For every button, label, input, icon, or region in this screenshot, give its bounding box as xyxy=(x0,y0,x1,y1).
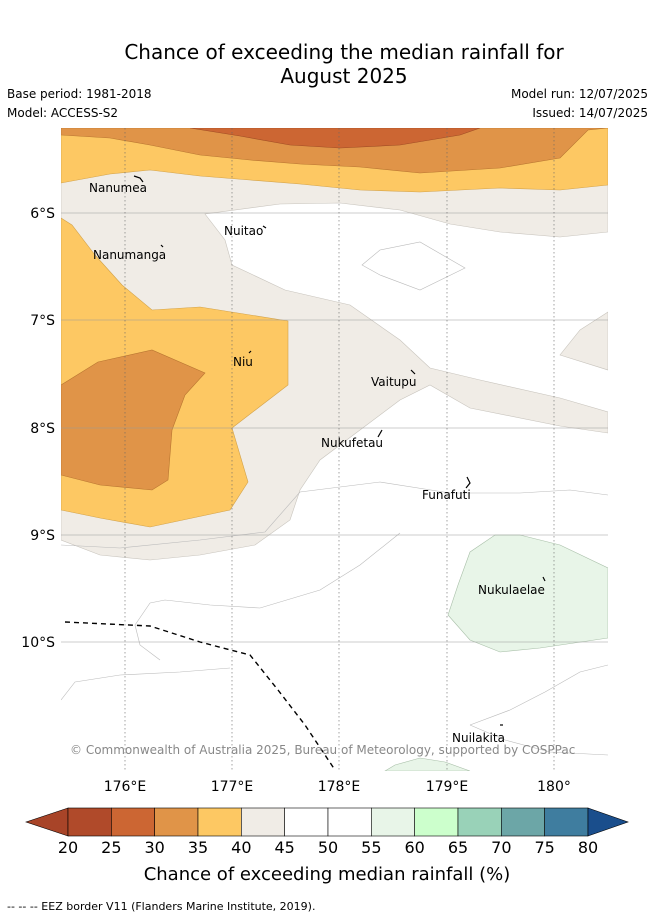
colorbar-cells xyxy=(67,807,589,837)
colorbar-tick-label: 45 xyxy=(274,838,294,857)
island-niu xyxy=(248,350,252,354)
colorbar-tick-label: 65 xyxy=(448,838,468,857)
lon-label-178e: 178°E xyxy=(318,779,361,795)
lon-label-176e: 176°E xyxy=(104,779,147,795)
colorbar-tick-label: 75 xyxy=(534,838,554,857)
place-label-nuilakita: Nuilakita xyxy=(452,731,505,745)
title-line-1: Chance of exceeding the median rainfall … xyxy=(124,40,564,64)
island-shapes xyxy=(133,175,546,726)
colorbar-tick-label: 20 xyxy=(58,838,78,857)
place-label-niu: Niu xyxy=(233,355,253,369)
contour-line-50-e xyxy=(61,667,231,701)
colorbar: 20 25 30 35 40 45 50 55 60 65 70 75 80 Chance of exc… xyxy=(25,807,629,885)
colorbar-cell xyxy=(111,807,155,837)
base-period: Base period: 1981-2018 xyxy=(7,87,152,101)
colorbar-cell xyxy=(371,807,415,837)
lon-label-177e: 177°E xyxy=(211,779,254,795)
latitude-gridlines xyxy=(61,212,608,643)
colorbar-cell xyxy=(457,807,502,837)
colorbar-tick-label: 50 xyxy=(318,838,338,857)
contour-line-50-f xyxy=(469,664,608,726)
lon-label-179e: 179°E xyxy=(426,779,469,795)
lat-label-9s: 9°S xyxy=(30,528,55,544)
contour-line-50-d xyxy=(134,602,161,661)
contour-25-30-north xyxy=(189,128,481,149)
contour-55-60-south xyxy=(384,757,471,771)
contour-line-50-c xyxy=(149,532,401,609)
island-nukufetau xyxy=(377,429,383,438)
model-name: Model: ACCESS-S2 xyxy=(7,106,119,120)
colorbar-tick-label: 35 xyxy=(188,838,208,857)
colorbar-tick-label: 60 xyxy=(404,838,424,857)
colorbar-cell xyxy=(544,807,589,837)
island-nukulaelae xyxy=(542,576,546,582)
contour-line-50-b xyxy=(61,481,608,549)
colorbar-label: Chance of exceeding median rainfall (%) xyxy=(144,864,511,885)
lat-label-8s: 8°S xyxy=(30,421,55,437)
colorbar-cell xyxy=(284,807,329,837)
eez-footnote: -- -- -- EEZ border V11 (Flanders Marine… xyxy=(7,900,316,913)
contour-line-50-g xyxy=(469,724,608,756)
colorbar-cell xyxy=(154,807,199,837)
contour-line-50-a xyxy=(361,241,466,291)
lat-label-6s: 6°S xyxy=(30,206,55,222)
place-label-funafuti: Funafuti xyxy=(422,488,471,502)
colorbar-tick-labels: 20 25 30 35 40 45 50 55 60 65 70 75 80 xyxy=(58,838,598,857)
colorbar-tick-label: 40 xyxy=(231,838,251,857)
colorbar-cell xyxy=(414,807,459,837)
issued-date: Issued: 14/07/2025 xyxy=(532,106,648,120)
longitude-gridlines xyxy=(124,128,555,771)
colorbar-under-arrow xyxy=(25,807,69,837)
model-run: Model run: 12/07/2025 xyxy=(510,87,648,101)
island-nanumea xyxy=(133,175,144,183)
colorbar-cell xyxy=(197,807,242,837)
place-label-nanumea: Nanumea xyxy=(89,181,147,195)
colorbar-tick-label: 55 xyxy=(361,838,381,857)
eez-border xyxy=(64,621,336,771)
rainfall-map: Nanumea Nuitao Nanumanga Niu Vaitupu Nuk… xyxy=(21,128,629,885)
colorbar-cell xyxy=(241,807,285,837)
colorbar-tick-label: 80 xyxy=(578,838,598,857)
colorbar-tick-label: 70 xyxy=(491,838,511,857)
contour-40-45-east xyxy=(559,311,608,371)
colorbar-over-arrow xyxy=(587,807,629,837)
colorbar-cell xyxy=(327,807,372,837)
copyright-credit: © Commonwealth of Australia 2025, Bureau… xyxy=(70,743,575,757)
colorbar-tick-label: 30 xyxy=(144,838,164,857)
contour-30-35-north xyxy=(61,128,608,174)
contour-55-60-southeast xyxy=(447,534,608,653)
title-line-2: August 2025 xyxy=(280,64,408,88)
place-label-nanumanga: Nanumanga xyxy=(93,248,166,262)
island-funafuti xyxy=(465,476,471,489)
island-vaitupu xyxy=(410,369,416,375)
lon-label-180: 180° xyxy=(537,779,571,795)
place-label-nukulaelae: Nukulaelae xyxy=(478,583,545,597)
lat-label-7s: 7°S xyxy=(30,313,55,329)
chart-title: Chance of exceeding the median rainfall … xyxy=(0,40,655,88)
colorbar-tick-label: 25 xyxy=(101,838,121,857)
place-label-nuitao: Nuitao xyxy=(224,224,263,238)
lat-label-10s: 10°S xyxy=(21,635,55,651)
place-label-vaitupu: Vaitupu xyxy=(371,375,417,389)
colorbar-cell xyxy=(67,807,112,837)
place-label-nukufetau: Nukufetau xyxy=(321,436,383,450)
colorbar-cell xyxy=(501,807,545,837)
contour-30-35-west xyxy=(61,349,206,491)
island-nuitao xyxy=(262,225,267,229)
map-plot-area: Nanumea Nuitao Nanumanga Niu Vaitupu Nuk… xyxy=(61,128,608,771)
island-nanumanga xyxy=(160,244,164,248)
